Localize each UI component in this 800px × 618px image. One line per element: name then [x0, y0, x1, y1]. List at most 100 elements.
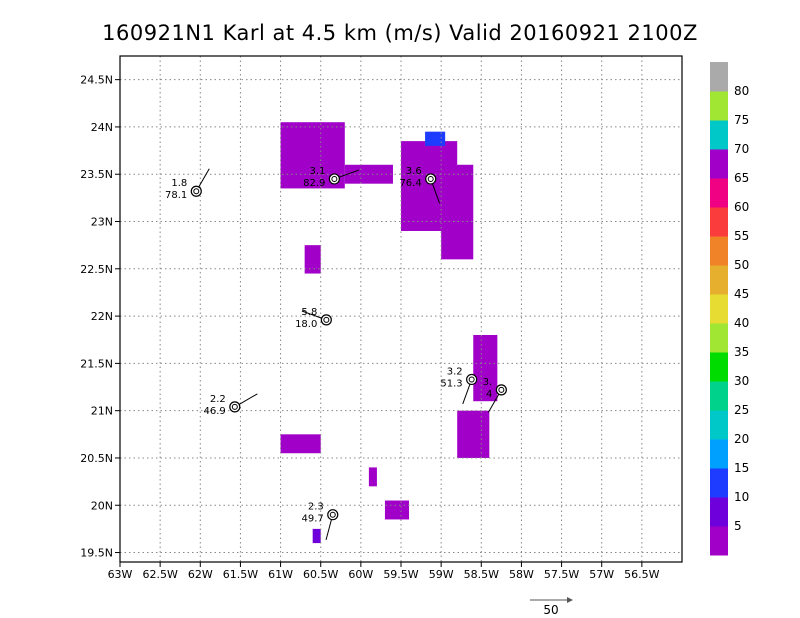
wind-region — [304, 245, 321, 274]
y-tick-label: 24N — [91, 121, 113, 134]
center-marker-outer — [229, 401, 241, 413]
y-tick-label: 22.5N — [80, 263, 113, 276]
center-label-bottom: 78.1 — [165, 190, 187, 201]
colorbar-swatch — [710, 294, 728, 324]
colorbar-label: 20 — [734, 432, 749, 446]
x-tick-label: 61.5W — [223, 568, 258, 581]
center-label-bottom: 82.9 — [303, 178, 325, 189]
center-marker-outer — [495, 384, 507, 396]
colorbar-swatch — [710, 236, 728, 266]
center-marker-outer — [320, 314, 332, 326]
center-marker-outer — [327, 509, 339, 521]
colorbar-swatch — [710, 149, 728, 179]
center-label-top: 3. — [483, 377, 493, 388]
colorbar-swatch — [710, 381, 728, 411]
center-marker-outer — [190, 185, 202, 197]
center-label-top: 5.8 — [301, 307, 317, 318]
wind-region — [368, 467, 377, 487]
x-tick-label: 58.5W — [464, 568, 499, 581]
y-tick-label: 21N — [91, 405, 113, 418]
colorbar-label: 60 — [734, 200, 749, 214]
center-label-top: 2.2 — [210, 394, 226, 405]
center-label-bottom: 51.3 — [440, 378, 462, 389]
wind-region — [425, 131, 446, 146]
colorbar-label: 35 — [734, 345, 749, 359]
center-label-top: 1.8 — [171, 178, 187, 189]
x-tick-label: 57W — [589, 568, 614, 581]
center-marker-inner — [468, 376, 475, 383]
colorbar: 5 10 15 20 25 30 35 40 45 50 55 60 65 70 75 80 — [710, 62, 749, 556]
center-label-top: 2.3 — [308, 502, 324, 513]
colorbar-swatch — [710, 207, 728, 237]
colorbar-label: 15 — [734, 461, 749, 475]
x-tick-label: 59.5W — [383, 568, 418, 581]
center-marker-inner — [231, 403, 238, 410]
x-tick-label: 56.5W — [624, 568, 659, 581]
center-marker-inner — [323, 316, 330, 323]
colorbar-label: 75 — [734, 113, 749, 127]
reference-vector: 50 — [530, 597, 573, 617]
center-label-top: 3.6 — [406, 166, 422, 177]
x-tick-label: 59W — [429, 568, 454, 581]
colorbar-swatch — [710, 352, 728, 382]
colorbar-swatch — [710, 178, 728, 208]
colorbar-label: 50 — [734, 258, 749, 272]
vortex-centers: 1.878.1 3.182.9 3.676.4 5.818.0 2.246.9 3.251… — [165, 166, 507, 540]
colorbar-swatch — [710, 468, 728, 498]
center-label-bottom: 49.7 — [301, 514, 323, 525]
center-marker-inner — [193, 188, 200, 195]
colorbar-label: 40 — [734, 316, 749, 330]
colorbar-label: 10 — [734, 490, 749, 504]
x-tick-label: 60W — [348, 568, 373, 581]
y-tick-label: 19.5N — [80, 547, 113, 560]
reference-vector-label: 50 — [543, 603, 558, 617]
center-label-bottom: 76.4 — [399, 178, 421, 189]
center-label-top: 3.1 — [309, 166, 325, 177]
y-tick-label: 20.5N — [80, 452, 113, 465]
colorbar-label: 80 — [734, 84, 749, 98]
wind-region — [280, 434, 321, 454]
y-tick-label: 21.5N — [80, 357, 113, 370]
colorbar-swatch — [710, 497, 728, 527]
y-tick-label: 24.5N — [80, 74, 113, 87]
x-tick-label: 62W — [188, 568, 213, 581]
colorbar-swatch — [710, 410, 728, 440]
wind-region — [457, 410, 490, 458]
y-tick-label: 23.5N — [80, 168, 113, 181]
colorbar-swatch — [710, 439, 728, 469]
colorbar-label: 25 — [734, 403, 749, 417]
center-marker-outer — [425, 173, 437, 185]
colorbar-label: 70 — [734, 142, 749, 156]
wind-regions — [280, 122, 498, 544]
center-label-bottom: 18.0 — [295, 319, 317, 330]
colorbar-swatch — [710, 526, 728, 556]
axis-ticks: 63W 62.5W 62W 61.5W 61W 60.5W 60W 59.5W 59W 58.5W… — [80, 74, 659, 581]
colorbar-label: 55 — [734, 229, 749, 243]
colorbar-label: 30 — [734, 374, 749, 388]
wind-region — [384, 500, 410, 520]
x-tick-label: 62.5W — [142, 568, 177, 581]
x-tick-label: 57.5W — [544, 568, 579, 581]
colorbar-label: 65 — [734, 171, 749, 185]
y-tick-label: 22N — [91, 310, 113, 323]
grid-lines — [119, 56, 682, 562]
colorbar-label: 45 — [734, 287, 749, 301]
center-marker-inner — [329, 511, 336, 518]
x-tick-label: 61W — [268, 568, 293, 581]
center-marker-inner — [427, 175, 434, 182]
chart-title: 160921N1 Karl at 4.5 km (m/s) Valid 2016… — [102, 21, 698, 45]
colorbar-swatch — [710, 323, 728, 353]
colorbar-swatch — [710, 62, 728, 92]
center-marker-outer — [466, 373, 478, 386]
y-tick-label: 20N — [91, 499, 113, 512]
center-marker-inner — [498, 386, 505, 393]
y-tick-label: 23N — [91, 216, 113, 229]
wind-region — [312, 528, 321, 544]
center-label-top: 3.2 — [447, 366, 463, 377]
x-tick-label: 63W — [108, 568, 133, 581]
colorbar-swatch — [710, 120, 728, 150]
center-marker-inner — [331, 175, 338, 182]
wind-region — [441, 164, 474, 260]
center-label-bottom: 46.9 — [204, 406, 226, 417]
